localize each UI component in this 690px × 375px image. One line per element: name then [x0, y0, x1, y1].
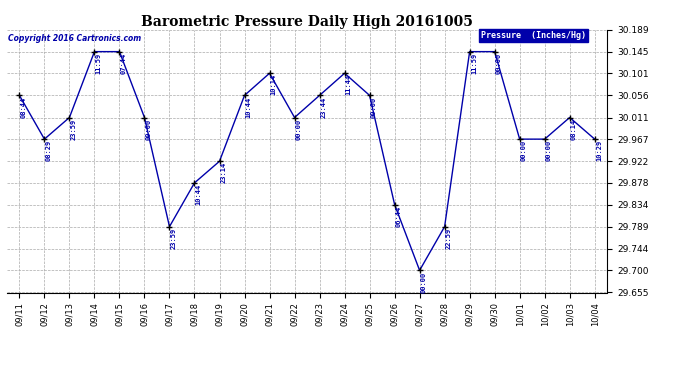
Text: 10:29: 10:29	[596, 140, 602, 161]
Text: 11:59: 11:59	[471, 53, 477, 74]
Text: Copyright 2016 Cartronics.com: Copyright 2016 Cartronics.com	[8, 34, 141, 43]
Text: 10:14: 10:14	[270, 74, 277, 96]
Text: Pressure  (Inches/Hg): Pressure (Inches/Hg)	[481, 32, 586, 40]
Text: 00:00: 00:00	[521, 140, 527, 161]
Text: 11:59: 11:59	[96, 53, 101, 74]
Title: Barometric Pressure Daily High 20161005: Barometric Pressure Daily High 20161005	[141, 15, 473, 29]
Text: 00:00: 00:00	[296, 118, 302, 140]
Text: 07:44: 07:44	[121, 53, 127, 74]
Text: 00:00: 00:00	[146, 118, 152, 140]
Text: 08:29: 08:29	[46, 140, 52, 161]
Text: 11:44: 11:44	[346, 74, 352, 96]
Text: 08:14: 08:14	[571, 118, 577, 140]
Text: 23:59: 23:59	[170, 228, 177, 249]
Text: 23:59: 23:59	[70, 118, 77, 140]
Text: 00:00: 00:00	[546, 140, 552, 161]
Text: 22:59: 22:59	[446, 228, 452, 249]
Text: 10:44: 10:44	[196, 184, 201, 205]
Text: 23:14: 23:14	[221, 162, 227, 183]
Text: 06:44: 06:44	[396, 206, 402, 227]
Text: 00:00: 00:00	[421, 272, 427, 292]
Text: 08:44: 08:44	[21, 96, 27, 118]
Text: 10:44: 10:44	[246, 96, 252, 118]
Text: 00:00: 00:00	[496, 53, 502, 74]
Text: 23:44: 23:44	[321, 96, 327, 118]
Text: 00:00: 00:00	[371, 96, 377, 118]
